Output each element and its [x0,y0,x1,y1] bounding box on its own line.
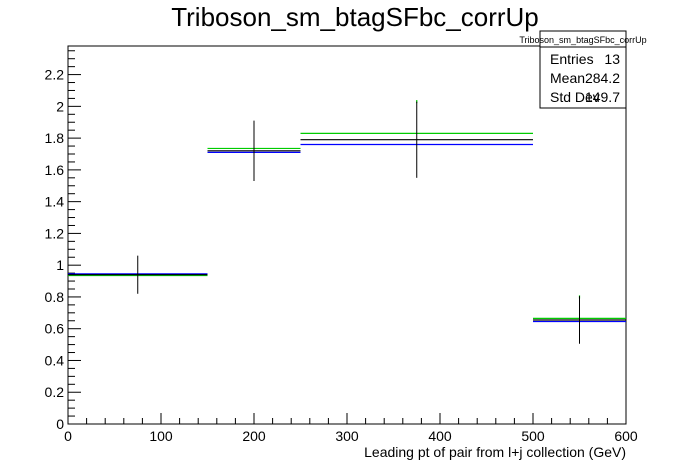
stats-label: Std Dev [550,89,600,105]
y-tick-label: 0.8 [45,289,65,305]
x-tick-label: 0 [64,428,72,444]
x-tick-label: 300 [335,428,359,444]
y-tick-label: 1.2 [45,225,65,241]
y-tick-label: 1.4 [45,194,65,210]
stats-label: Mean [550,70,585,86]
y-tick-label: 0 [56,416,64,432]
x-axis-label: Leading pt of pair from l+j collection (… [364,444,626,460]
stats-label: Entries [550,51,594,67]
x-tick-label: 100 [149,428,173,444]
y-tick-label: 1.8 [45,130,65,146]
x-tick-label: 400 [428,428,452,444]
y-tick-label: 2 [56,98,64,114]
chart-title: Triboson_sm_btagSFbc_corrUp [171,2,539,32]
stats-box-frame [539,30,627,109]
y-tick-label: 0.4 [45,352,65,368]
stats-value: 13 [604,51,620,67]
stats-value: 284.2 [585,70,620,86]
stats-value: 149.7 [585,89,620,105]
stats-box: Triboson_sm_btagSFbc_corrUp Entries 13 Mean… [519,30,647,109]
y-tick-label: 2.2 [45,67,65,83]
x-tick-label: 600 [614,428,638,444]
y-tick-label: 0.2 [45,384,65,400]
stats-box-title: Triboson_sm_btagSFbc_corrUp [519,35,646,45]
y-tick-label: 1.6 [45,162,65,178]
x-tick-label: 500 [521,428,545,444]
y-tick-label: 0.6 [45,321,65,337]
y-tick-label: 1 [56,257,64,273]
x-tick-label: 200 [242,428,266,444]
